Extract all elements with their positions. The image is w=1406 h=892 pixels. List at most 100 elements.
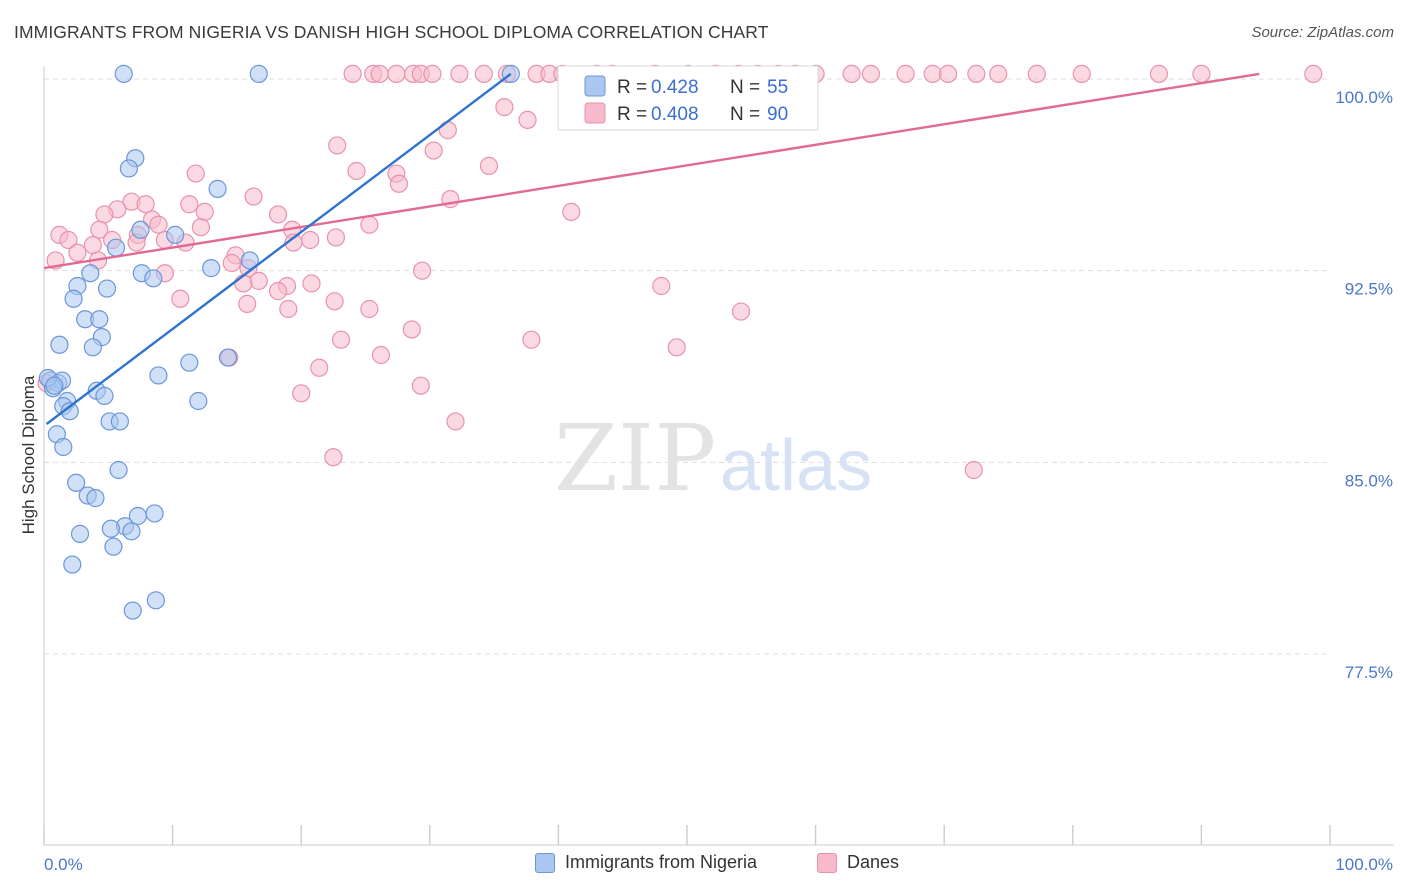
- watermark-zip: ZIP: [554, 405, 716, 512]
- danes-point: [249, 271, 268, 290]
- nigeria-point: [249, 64, 268, 83]
- x-tick-labels: 0.0% 100.0%: [44, 855, 1393, 874]
- danes-point: [479, 156, 499, 175]
- danes-point: [522, 330, 541, 349]
- danes-point: [446, 412, 465, 431]
- danes-point: [324, 448, 343, 467]
- nigeria-point: [90, 310, 109, 329]
- danes-point: [1027, 64, 1046, 83]
- nigeria-point: [97, 279, 117, 298]
- danes-point: [896, 64, 915, 83]
- nigeria-point: [146, 591, 165, 610]
- nigeria-point: [189, 391, 208, 411]
- nigeria-point: [166, 225, 185, 244]
- legend-label-danes: Danes: [847, 852, 900, 872]
- danes-point: [652, 276, 671, 296]
- danes-point: [328, 136, 347, 155]
- danes-point: [360, 215, 379, 234]
- danes-point: [90, 220, 109, 239]
- danes-point: [495, 98, 514, 117]
- nigeria-trend-line: [45, 72, 512, 425]
- nigeria-point: [101, 519, 120, 538]
- danes-point: [234, 274, 253, 293]
- legend-swatch-danes: [817, 852, 837, 873]
- nigeria-point: [70, 524, 90, 543]
- legend-label-nigeria: Immigrants from Nigeria: [565, 852, 758, 872]
- danes-point: [244, 187, 263, 206]
- danes-point: [238, 294, 257, 313]
- nigeria-point: [95, 386, 114, 405]
- danes-point: [59, 230, 78, 250]
- danes-point: [186, 164, 205, 183]
- danes-point: [302, 274, 321, 293]
- danes-point: [68, 243, 87, 262]
- danes-point: [389, 174, 409, 193]
- danes-point: [326, 228, 346, 247]
- y-axis-title: High School Diploma: [19, 375, 38, 534]
- danes-point: [387, 64, 406, 83]
- danes-point: [301, 230, 320, 250]
- nigeria-point: [128, 506, 147, 526]
- danes-point: [450, 64, 469, 83]
- danes-point: [268, 205, 288, 224]
- watermark: ZIP atlas: [554, 405, 872, 512]
- legend-r-label: R =: [617, 77, 647, 98]
- danes-point: [195, 202, 214, 221]
- nigeria-point: [106, 238, 126, 257]
- y-tick-label: 100.0%: [1335, 88, 1393, 107]
- watermark-atlas: atlas: [720, 426, 872, 506]
- legend-box: R = 0.428 N = 55 R = 0.408 N = 90: [557, 65, 819, 131]
- nigeria-point: [218, 348, 237, 367]
- legend-n-label: N =: [730, 104, 760, 125]
- nigeria-point: [144, 269, 163, 288]
- danes-point: [1072, 64, 1091, 83]
- danes-point: [279, 299, 298, 319]
- nigeria-point: [83, 338, 102, 357]
- legend-r-label: R =: [617, 104, 647, 125]
- danes-point: [562, 202, 581, 221]
- danes-point: [191, 218, 210, 237]
- y-tick-label: 77.5%: [1345, 663, 1393, 682]
- danes-point: [518, 110, 537, 129]
- danes-point: [989, 64, 1008, 83]
- nigeria-point: [114, 64, 133, 83]
- x-tick-label: 0.0%: [44, 855, 83, 874]
- nigeria-point: [50, 335, 69, 354]
- danes-point: [331, 330, 351, 349]
- danes-point: [412, 261, 432, 280]
- danes-point: [136, 195, 155, 214]
- danes-point: [325, 292, 344, 311]
- legend-swatch-nigeria: [535, 852, 555, 873]
- nigeria-point: [149, 366, 168, 385]
- danes-point: [861, 64, 880, 83]
- nigeria-point: [208, 179, 227, 198]
- danes-point: [438, 121, 457, 140]
- legend-r-value: 0.408: [651, 104, 699, 125]
- x-tick-label: 100.0%: [1335, 855, 1393, 874]
- legend-n-value: 55: [767, 77, 788, 98]
- danes-point: [411, 376, 430, 395]
- danes-point: [343, 64, 362, 83]
- danes-point: [171, 289, 190, 308]
- nigeria-point: [119, 159, 138, 178]
- danes-point: [180, 195, 199, 214]
- danes-point: [964, 460, 983, 480]
- nigeria-point: [202, 259, 221, 278]
- legend-n-label: N =: [730, 77, 760, 98]
- danes-point: [731, 302, 751, 321]
- trend-lines: [43, 72, 1260, 425]
- danes-point: [402, 320, 421, 339]
- source-credit: Source: ZipAtlas.com: [1251, 24, 1394, 41]
- nigeria-point: [64, 289, 83, 308]
- danes-point: [938, 64, 958, 83]
- nigeria-points: [38, 64, 520, 620]
- nigeria-point: [123, 601, 142, 620]
- nigeria-point: [145, 504, 164, 523]
- danes-point: [149, 215, 168, 234]
- bottom-legend: Immigrants from Nigeria Danes: [0, 852, 1406, 878]
- danes-point: [423, 64, 442, 83]
- danes-point: [667, 338, 686, 357]
- nigeria-point: [81, 264, 100, 283]
- nigeria-point: [110, 412, 129, 431]
